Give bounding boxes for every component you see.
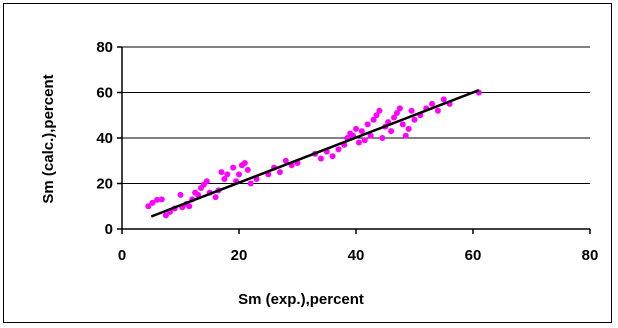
data-point bbox=[434, 107, 441, 114]
data-point bbox=[154, 196, 161, 203]
data-points bbox=[145, 89, 482, 219]
data-point bbox=[241, 160, 248, 167]
data-point bbox=[399, 121, 406, 128]
data-point bbox=[367, 132, 374, 139]
x-tick-label-40: 40 bbox=[348, 247, 365, 264]
x-tick-label-0: 0 bbox=[118, 247, 126, 264]
data-point bbox=[358, 128, 365, 135]
data-point bbox=[411, 116, 418, 123]
data-point bbox=[224, 171, 231, 178]
gridlines bbox=[122, 46, 590, 184]
y-axis-title: Sm (calc.),percent bbox=[40, 74, 57, 203]
data-point bbox=[373, 112, 380, 119]
data-point bbox=[195, 191, 202, 198]
y-tick-label-60: 60 bbox=[96, 85, 113, 102]
tick-labels: 0 20 40 60 80 0 20 40 60 80 bbox=[96, 39, 598, 264]
axes bbox=[117, 46, 591, 234]
data-point bbox=[186, 203, 193, 210]
data-point bbox=[405, 125, 412, 132]
data-point bbox=[244, 166, 251, 173]
data-point bbox=[329, 153, 336, 160]
data-point bbox=[353, 125, 359, 132]
data-point bbox=[361, 137, 368, 144]
fit-line bbox=[150, 89, 480, 218]
data-point bbox=[440, 96, 447, 103]
scatter-chart: 0 20 40 60 80 0 20 40 60 80 Sm (exp.),percent Sm … bbox=[40, 39, 598, 308]
data-point bbox=[364, 121, 371, 128]
fit-line-layer bbox=[150, 89, 480, 218]
data-point bbox=[158, 196, 165, 203]
data-point bbox=[145, 203, 152, 210]
x-tick-label-20: 20 bbox=[231, 247, 248, 264]
y-tick-label-20: 20 bbox=[96, 176, 113, 193]
data-point bbox=[203, 178, 210, 185]
data-point bbox=[212, 194, 219, 201]
data-point bbox=[370, 116, 377, 123]
data-point bbox=[230, 164, 237, 171]
data-point bbox=[429, 100, 436, 107]
data-point bbox=[355, 139, 362, 146]
data-point bbox=[379, 135, 386, 141]
data-point bbox=[177, 191, 184, 198]
chart-frame: 0 20 40 60 80 0 20 40 60 80 Sm (exp.),percent Sm … bbox=[3, 3, 612, 323]
x-tick-label-80: 80 bbox=[582, 247, 599, 264]
data-point bbox=[282, 157, 289, 164]
data-point bbox=[221, 175, 228, 182]
data-point bbox=[317, 155, 324, 162]
data-point bbox=[149, 199, 156, 206]
data-point bbox=[376, 107, 383, 114]
data-point bbox=[402, 132, 409, 139]
data-point bbox=[335, 146, 342, 153]
data-point bbox=[276, 169, 283, 176]
y-tick-label-0: 0 bbox=[105, 221, 113, 238]
y-tick-label-40: 40 bbox=[96, 130, 113, 147]
x-tick-label-60: 60 bbox=[465, 247, 482, 264]
data-point bbox=[247, 180, 254, 187]
data-point bbox=[162, 212, 169, 219]
data-point bbox=[396, 105, 403, 112]
data-point bbox=[388, 128, 395, 135]
data-point bbox=[408, 107, 415, 114]
data-point bbox=[236, 171, 242, 178]
x-axis-title: Sm (exp.),percent bbox=[238, 291, 364, 308]
data-point bbox=[393, 109, 400, 116]
data-point bbox=[391, 114, 398, 121]
y-tick-label-80: 80 bbox=[96, 39, 113, 56]
data-point bbox=[218, 169, 225, 176]
